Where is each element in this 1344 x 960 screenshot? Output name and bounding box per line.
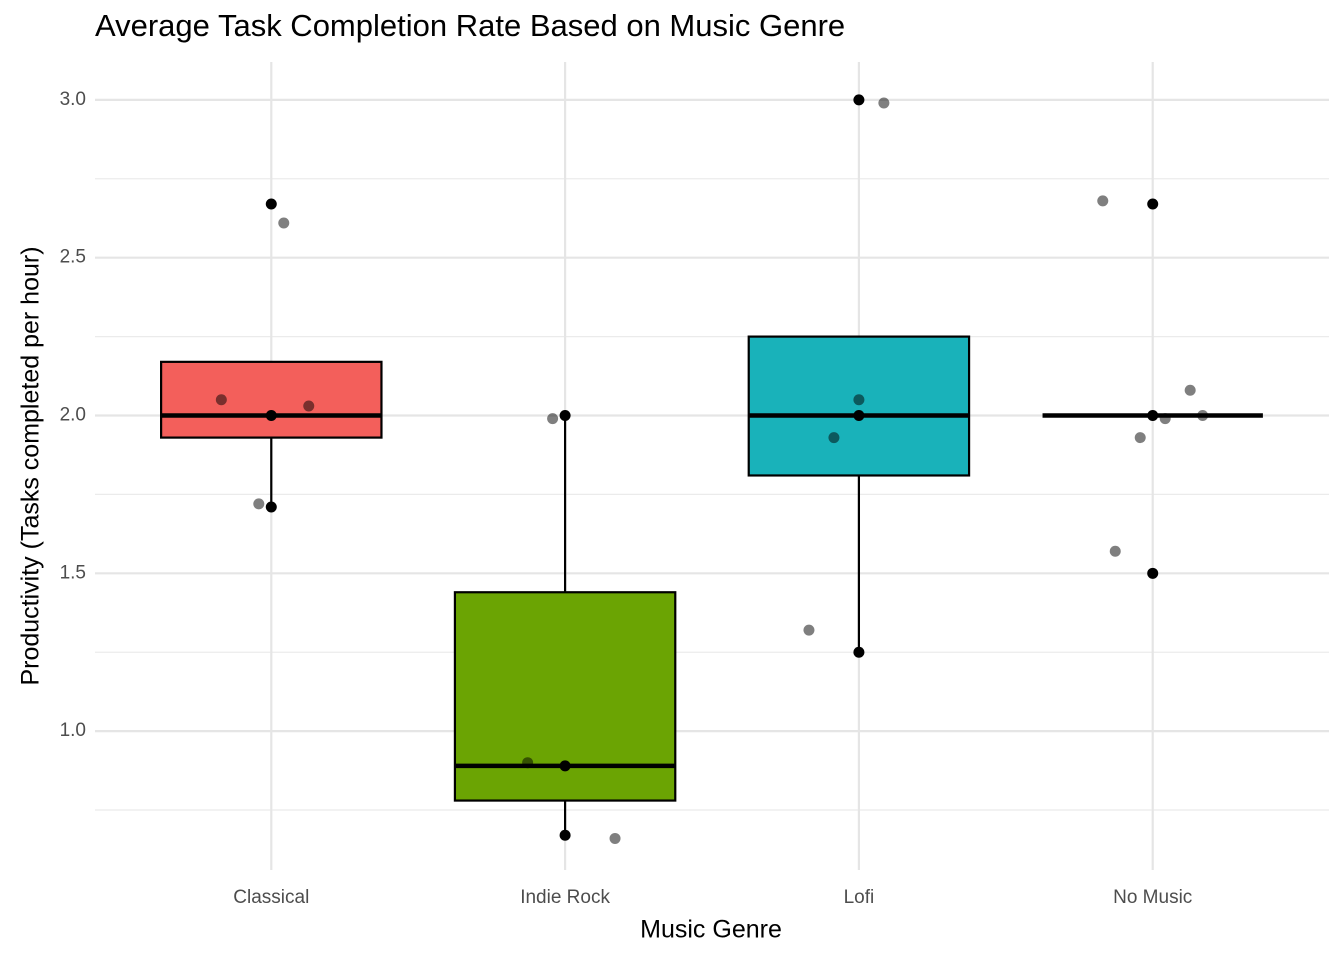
jitter-point (303, 400, 315, 412)
point (1147, 567, 1159, 579)
y-tick-label: 1.5 (60, 562, 86, 583)
y-tick-label: 2.5 (60, 247, 86, 268)
point (853, 646, 865, 658)
jitter-point (1109, 545, 1121, 557)
point (559, 410, 571, 421)
point (853, 94, 865, 106)
x-tick-label: No Music (1113, 887, 1192, 908)
point (265, 501, 277, 513)
jitter-point (278, 217, 290, 229)
x-tick-label: Indie Rock (520, 887, 610, 908)
jitter-point (547, 413, 559, 425)
point (853, 410, 865, 421)
x-tick-label: Lofi (844, 887, 875, 908)
jitter-point (253, 498, 265, 510)
x-tick-label: Classical (233, 887, 309, 908)
jitter-point (522, 757, 534, 769)
x-axis-title: Music Genre (640, 916, 782, 944)
jitter-point (878, 97, 890, 109)
jitter-point (853, 394, 865, 406)
y-tick-label: 2.0 (60, 405, 86, 426)
y-tick-label: 1.0 (60, 720, 86, 741)
point (559, 829, 571, 841)
point (1147, 410, 1159, 421)
jitter-point (1097, 195, 1109, 207)
jitter-point (828, 432, 840, 444)
jitter-point (1197, 410, 1209, 421)
jitter-point (1159, 413, 1171, 425)
point (265, 198, 277, 210)
y-axis-title: Productivity (Tasks completed per hour) (17, 246, 45, 685)
box (160, 360, 383, 439)
box (747, 335, 971, 477)
jitter-point (1134, 432, 1146, 444)
point (265, 410, 277, 421)
jitter-point (1184, 384, 1196, 396)
jitter-point (803, 624, 815, 636)
point (1147, 198, 1159, 210)
jitter-point (609, 832, 621, 844)
chart-title: Average Task Completion Rate Based on Mu… (95, 8, 845, 43)
jitter-point (215, 394, 227, 406)
point (559, 760, 571, 772)
y-tick-label: 3.0 (60, 89, 86, 110)
